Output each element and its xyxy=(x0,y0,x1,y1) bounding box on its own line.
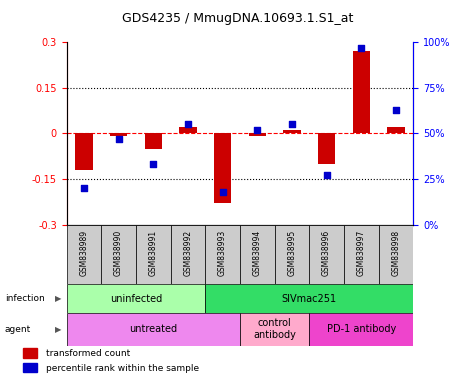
Text: GSM838991: GSM838991 xyxy=(149,229,158,276)
Bar xyxy=(318,134,335,164)
Bar xyxy=(379,225,413,284)
Bar xyxy=(352,51,370,134)
Point xyxy=(218,189,227,195)
Text: GSM838997: GSM838997 xyxy=(357,229,366,276)
Text: ▶: ▶ xyxy=(55,325,62,334)
Text: transformed count: transformed count xyxy=(46,349,130,358)
Bar xyxy=(66,225,101,284)
Point xyxy=(149,161,157,167)
Bar xyxy=(344,225,379,284)
Bar xyxy=(248,134,266,136)
Bar xyxy=(23,363,37,372)
Point xyxy=(288,121,295,127)
Bar xyxy=(110,134,127,136)
Text: uninfected: uninfected xyxy=(110,293,162,304)
Text: GSM838998: GSM838998 xyxy=(391,229,400,276)
Bar xyxy=(309,225,344,284)
Bar xyxy=(171,225,205,284)
Bar xyxy=(101,225,136,284)
Point xyxy=(392,107,400,113)
Text: SIVmac251: SIVmac251 xyxy=(282,293,337,304)
Text: percentile rank within the sample: percentile rank within the sample xyxy=(46,364,199,372)
Text: GSM838990: GSM838990 xyxy=(114,229,123,276)
Bar xyxy=(205,225,240,284)
Text: control
antibody: control antibody xyxy=(253,318,296,340)
Bar xyxy=(240,225,275,284)
Bar xyxy=(23,349,37,358)
Bar xyxy=(179,127,197,134)
Bar xyxy=(136,225,171,284)
Bar xyxy=(205,284,413,313)
Point xyxy=(184,121,192,127)
Text: GSM838989: GSM838989 xyxy=(79,229,88,276)
Text: GSM838996: GSM838996 xyxy=(322,229,331,276)
Text: ▶: ▶ xyxy=(55,294,62,303)
Bar xyxy=(214,134,231,204)
Bar xyxy=(75,134,93,170)
Text: infection: infection xyxy=(5,294,45,303)
Bar xyxy=(275,225,309,284)
Bar xyxy=(144,134,162,149)
Text: GSM838995: GSM838995 xyxy=(287,229,296,276)
Point xyxy=(358,45,365,51)
Point xyxy=(254,127,261,133)
Text: agent: agent xyxy=(5,325,31,334)
Bar xyxy=(309,313,413,346)
Point xyxy=(80,185,88,191)
Text: GSM838992: GSM838992 xyxy=(183,229,192,276)
Text: GDS4235 / MmugDNA.10693.1.S1_at: GDS4235 / MmugDNA.10693.1.S1_at xyxy=(122,12,353,25)
Text: GSM838994: GSM838994 xyxy=(253,229,262,276)
Point xyxy=(115,136,123,142)
Bar xyxy=(283,131,301,134)
Text: PD-1 antibody: PD-1 antibody xyxy=(327,324,396,334)
Text: untreated: untreated xyxy=(129,324,177,334)
Bar xyxy=(66,313,240,346)
Bar xyxy=(66,284,205,313)
Point xyxy=(323,172,331,179)
Bar xyxy=(240,313,309,346)
Text: GSM838993: GSM838993 xyxy=(218,229,227,276)
Bar xyxy=(387,127,405,134)
